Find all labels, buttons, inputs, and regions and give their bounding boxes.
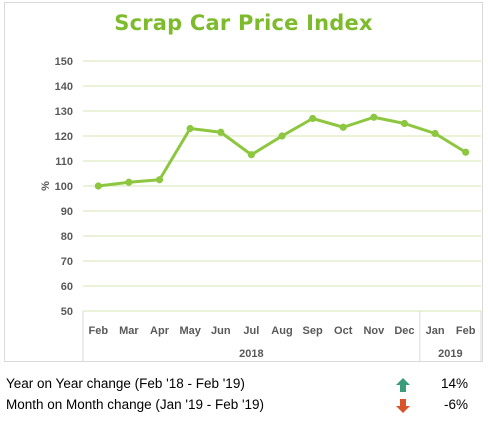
data-point (370, 113, 378, 121)
x-tick-label: Mar (119, 325, 139, 337)
data-point (431, 129, 439, 138)
down-arrow-icon (396, 399, 410, 413)
y-tick-label: 90 (61, 206, 73, 218)
x-tick-label: Jun (211, 325, 231, 337)
x-tick-label: Oct (334, 325, 353, 337)
chart-frame: Scrap Car Price Index 50 60 70 80 90 100 110 12… (4, 2, 483, 362)
month-on-month-row: Month on Month change (Jan '19 - Feb '19… (6, 397, 482, 417)
year-label: 2018 (239, 348, 263, 360)
y-tick-label: 120 (55, 131, 73, 143)
year-on-year-row: Year on Year change (Feb '18 - Feb '19) … (6, 376, 482, 396)
y-tick-label: 60 (61, 281, 73, 293)
y-tick-label: 80 (61, 231, 73, 243)
x-tick-label: Apr (150, 325, 170, 337)
x-tick-label: Feb (89, 325, 109, 337)
up-arrow-icon (396, 378, 410, 392)
x-tick-label: Nov (363, 325, 385, 337)
line-chart: 50 60 70 80 90 100 110 120 130 140 150% Feb Mar Apr Ma… (40, 56, 482, 361)
series-line (96, 115, 468, 188)
y-tick-label: 140 (55, 81, 73, 93)
y-axis-label: % (40, 181, 52, 191)
year-on-year-label: Year on Year change (Feb '18 - Feb '19) (6, 376, 245, 391)
y-tick-label: 100 (55, 181, 73, 193)
x-tick-label: Sep (303, 325, 323, 337)
y-tick-label: 50 (61, 306, 73, 318)
data-point (278, 132, 286, 140)
y-tick-label: 70 (61, 256, 73, 268)
x-tick-label: Aug (271, 325, 292, 337)
data-point (94, 182, 102, 190)
x-tick-label: Feb (456, 325, 476, 337)
month-on-month-label: Month on Month change (Jan '19 - Feb '19… (6, 397, 265, 412)
data-point (400, 119, 409, 128)
data-point (186, 124, 194, 133)
x-tick-label: Dec (394, 325, 414, 337)
data-point (125, 178, 133, 186)
year-label: 2019 (438, 348, 462, 360)
x-tick-label: Jul (243, 325, 259, 337)
y-tick-label: 110 (55, 156, 73, 168)
data-point (309, 114, 317, 123)
data-point (247, 151, 255, 159)
data-point (339, 123, 347, 131)
x-tick-label: Jan (426, 325, 445, 337)
year-on-year-value: 14% (440, 376, 468, 391)
y-tick-label: 130 (55, 106, 73, 118)
x-tick-label: May (179, 325, 201, 337)
data-point (217, 128, 225, 136)
data-point (155, 176, 164, 184)
y-tick-label: 150 (55, 56, 73, 68)
chart-title: Scrap Car Price Index (114, 11, 373, 35)
data-point (462, 148, 470, 156)
month-on-month-value: -6% (443, 397, 468, 412)
